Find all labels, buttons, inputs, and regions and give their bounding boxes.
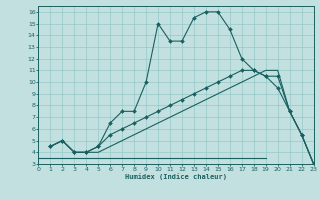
X-axis label: Humidex (Indice chaleur): Humidex (Indice chaleur) (125, 173, 227, 180)
